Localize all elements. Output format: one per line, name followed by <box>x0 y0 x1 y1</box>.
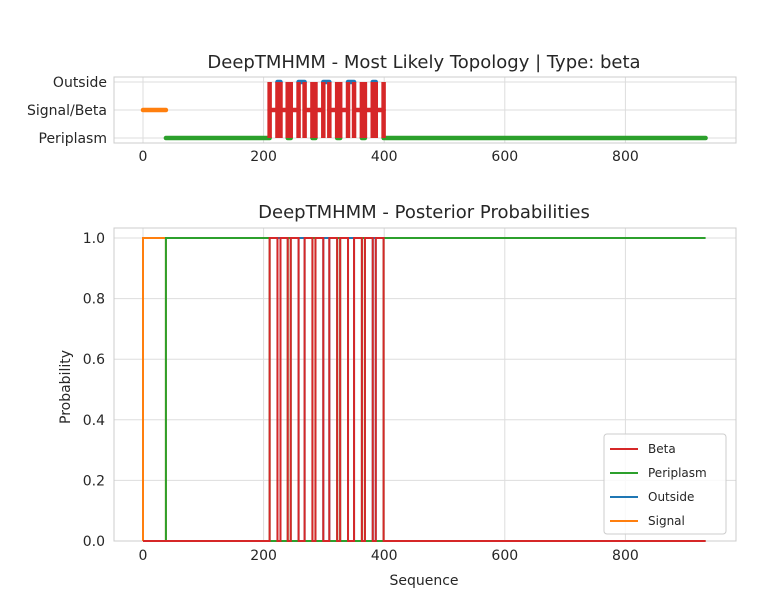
topology-y-tick-label: Outside <box>53 75 107 91</box>
legend-label: Signal <box>648 514 685 528</box>
probability-marks <box>142 237 706 542</box>
topology-marks <box>140 79 708 141</box>
legend-box <box>603 433 727 535</box>
probability-x-tick-label: 800 <box>612 548 639 564</box>
y-axis-label: Probability <box>58 350 74 424</box>
legend-label: Beta <box>648 442 676 456</box>
topology-x-tick-label: 0 <box>139 149 148 165</box>
probability-x-tick-label: 600 <box>491 548 518 564</box>
topology-grid <box>114 77 736 143</box>
legend: Beta Periplasm Outside Signal <box>603 433 727 535</box>
topology-chart-title: DeepTMHMM - Most Likely Topology | Type:… <box>207 52 640 73</box>
probability-y-tick-label: 0.6 <box>83 352 105 368</box>
probability-chart-title: DeepTMHMM - Posterior Probabilities <box>258 202 590 223</box>
probability-chart: DeepTMHMM - Posterior Probabilities 0.00… <box>58 202 737 589</box>
probability-y-ticks: 0.0 0.2 0.4 0.6 0.8 1.0 <box>83 231 105 550</box>
probability-x-tick-label: 400 <box>371 548 398 564</box>
probability-y-tick-label: 1.0 <box>83 231 105 247</box>
topology-x-tick-label: 400 <box>371 149 398 165</box>
topology-x-tick-label: 200 <box>250 149 277 165</box>
probability-y-tick-label: 0.2 <box>83 473 105 489</box>
topology-chart: DeepTMHMM - Most Likely Topology | Type:… <box>27 52 737 165</box>
probability-x-tick-label: 0 <box>139 548 148 564</box>
legend-label: Periplasm <box>648 466 707 480</box>
probability-x-ticks: 0 200 400 600 800 <box>139 548 639 564</box>
probability-y-tick-label: 0.8 <box>83 292 105 308</box>
topology-y-tick-label: Signal/Beta <box>27 103 107 119</box>
topology-y-ticks: Periplasm Signal/Beta Outside <box>27 75 107 147</box>
topology-x-ticks: 0 200 400 600 800 <box>139 149 639 165</box>
x-axis-label: Sequence <box>389 573 458 589</box>
probability-x-tick-label: 200 <box>250 548 277 564</box>
topology-x-tick-label: 600 <box>491 149 518 165</box>
probability-y-tick-label: 0.0 <box>83 534 105 550</box>
legend-label: Outside <box>648 490 694 504</box>
probability-y-tick-label: 0.4 <box>83 413 105 429</box>
series-line-beta <box>143 237 706 542</box>
topology-x-tick-label: 800 <box>612 149 639 165</box>
topology-plot-frame <box>113 76 737 144</box>
topology-y-tick-label: Periplasm <box>39 131 108 147</box>
